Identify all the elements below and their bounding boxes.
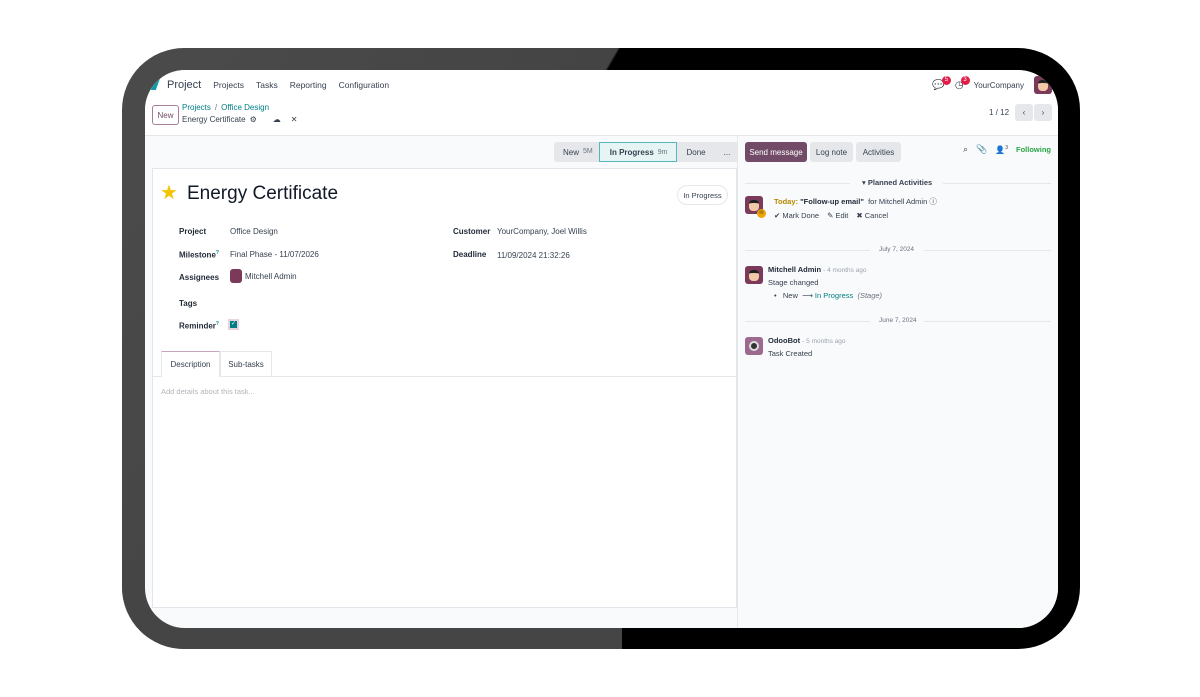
- log-note-button[interactable]: Log note: [810, 142, 853, 162]
- pager-previous-button[interactable]: ‹: [1015, 104, 1033, 121]
- cancel-activity-button[interactable]: ✖ Cancel: [856, 211, 889, 220]
- milestone-label: Milestone?: [179, 250, 219, 260]
- menu-tasks[interactable]: Tasks: [255, 80, 278, 90]
- tab-sub-tasks[interactable]: Sub-tasks: [220, 351, 272, 376]
- breadcrumb-current: Energy Certificate: [182, 115, 246, 124]
- stage-new[interactable]: New 5M: [563, 147, 593, 157]
- app-name[interactable]: Project: [167, 79, 202, 91]
- discard-icon[interactable]: ✕: [290, 115, 298, 124]
- statusbar: New 5M In Progress 9m Done ...: [554, 142, 739, 162]
- form-sheet: ★ Energy Certificate In Progress Project…: [152, 168, 737, 608]
- deadline-field[interactable]: 11/09/2024 21:32:26: [497, 251, 570, 260]
- tab-description[interactable]: Description: [161, 351, 220, 377]
- message-header: OdooBot - 5 months ago: [768, 336, 846, 345]
- following-button[interactable]: Following: [1016, 145, 1051, 154]
- company-switcher[interactable]: YourCompany: [973, 80, 1024, 90]
- new-button[interactable]: New: [152, 105, 179, 125]
- stage-in-progress[interactable]: In Progress 9m: [598, 142, 677, 162]
- divider: [924, 321, 1051, 322]
- customer-field[interactable]: YourCompany, Joel Willis: [497, 227, 587, 236]
- message-header: Mitchell Admin - 4 months ago: [768, 265, 867, 274]
- divider: [924, 250, 1051, 251]
- chatter-topbar-right: ⌕ 📎 👤3 Following: [963, 144, 1051, 155]
- planned-activities-toggle[interactable]: ▾ Planned Activities: [862, 178, 933, 187]
- odoobot-avatar: [745, 337, 763, 355]
- stage-more-button[interactable]: ...: [723, 147, 731, 157]
- app-logo-icon: [150, 78, 161, 90]
- state-badge[interactable]: In Progress: [677, 185, 728, 205]
- email-activity-icon: ✉: [757, 209, 766, 218]
- reminder-label: Reminder?: [179, 321, 219, 331]
- paperclip-icon[interactable]: 📎: [976, 144, 988, 154]
- breadcrumb: Projects / Office Design: [182, 103, 269, 112]
- messages-badge: 5: [941, 75, 951, 85]
- divider: [745, 250, 870, 251]
- project-field[interactable]: Office Design: [230, 227, 278, 236]
- customer-label: Customer: [453, 227, 491, 236]
- reminder-checkbox[interactable]: ✓: [228, 319, 239, 330]
- activities-button[interactable]: Activities: [856, 142, 901, 162]
- breadcrumb-projects[interactable]: Projects: [182, 103, 211, 112]
- tags-label: Tags: [179, 299, 198, 308]
- assignee-field[interactable]: Mitchell Admin: [245, 272, 297, 281]
- divider: [943, 183, 1051, 184]
- assignees-label: Assignees: [179, 273, 220, 282]
- navbar: Project Projects Tasks Reporting Configu…: [145, 70, 1058, 100]
- date-separator: July 7, 2024: [879, 246, 915, 253]
- message-avatar: [745, 266, 763, 284]
- edit-activity-button[interactable]: ✎ Edit: [827, 211, 849, 220]
- description-editor[interactable]: Add details about this task...: [161, 387, 255, 396]
- user-avatar[interactable]: [1034, 76, 1052, 94]
- priority-star-icon[interactable]: ★: [160, 182, 178, 204]
- mark-done-button[interactable]: ✔ Mark Done: [774, 211, 820, 220]
- stage-done[interactable]: Done: [686, 147, 706, 157]
- control-panel: New Projects / Office Design Energy Cert…: [145, 100, 1058, 136]
- breadcrumb-office-design[interactable]: Office Design: [221, 103, 270, 112]
- save-cloud-icon[interactable]: ☁: [272, 115, 281, 124]
- main-menu: Project Projects Tasks Reporting Configu…: [167, 70, 389, 100]
- gear-icon[interactable]: ⚙: [249, 115, 257, 124]
- info-icon: ⓘ: [929, 197, 937, 206]
- milestone-field[interactable]: Final Phase - 11/07/2026: [230, 250, 319, 259]
- deadline-label: Deadline: [453, 250, 487, 259]
- menu-reporting[interactable]: Reporting: [289, 80, 327, 90]
- messages-icon[interactable]: 💬 5: [932, 75, 951, 91]
- message-body: Stage changed: [768, 278, 819, 287]
- pager-value[interactable]: 1 / 12: [989, 108, 1010, 117]
- systray: 💬 5 ◷ 3 YourCompany: [932, 70, 1052, 100]
- activity-clock-icon[interactable]: ◷ 3: [955, 75, 970, 91]
- search-icon[interactable]: ⌕: [962, 144, 969, 154]
- date-separator: June 7, 2024: [879, 317, 917, 324]
- divider: [745, 321, 870, 322]
- breadcrumb-current-row: Energy Certificate ⚙ ☁ ✕: [182, 115, 297, 124]
- menu-configuration[interactable]: Configuration: [338, 80, 390, 90]
- send-message-button[interactable]: Send message: [745, 142, 807, 162]
- message-body: Task Created: [768, 349, 813, 358]
- tracking-value: • New ⟶ In Progress (Stage): [774, 291, 883, 300]
- pager-next-button[interactable]: ›: [1034, 104, 1052, 121]
- chatter: Send message Log note Activities ⌕ 📎 👤3 …: [737, 136, 1058, 628]
- project-label: Project: [179, 227, 207, 236]
- tabs-divider: [153, 376, 736, 377]
- breadcrumb-separator: /: [214, 103, 218, 112]
- activities-badge: 3: [960, 75, 970, 85]
- assignee-avatar: [230, 269, 242, 283]
- menu-projects[interactable]: Projects: [213, 80, 244, 90]
- followers-icon[interactable]: 👤3: [995, 144, 1008, 155]
- activity-summary[interactable]: Today: "Follow-up email" for Mitchell Ad…: [774, 197, 937, 206]
- divider: [745, 183, 850, 184]
- screen: Project Projects Tasks Reporting Configu…: [145, 70, 1058, 628]
- task-title[interactable]: Energy Certificate: [187, 183, 339, 204]
- activity-actions: ✔ Mark Done ✎ Edit ✖ Cancel: [774, 211, 888, 220]
